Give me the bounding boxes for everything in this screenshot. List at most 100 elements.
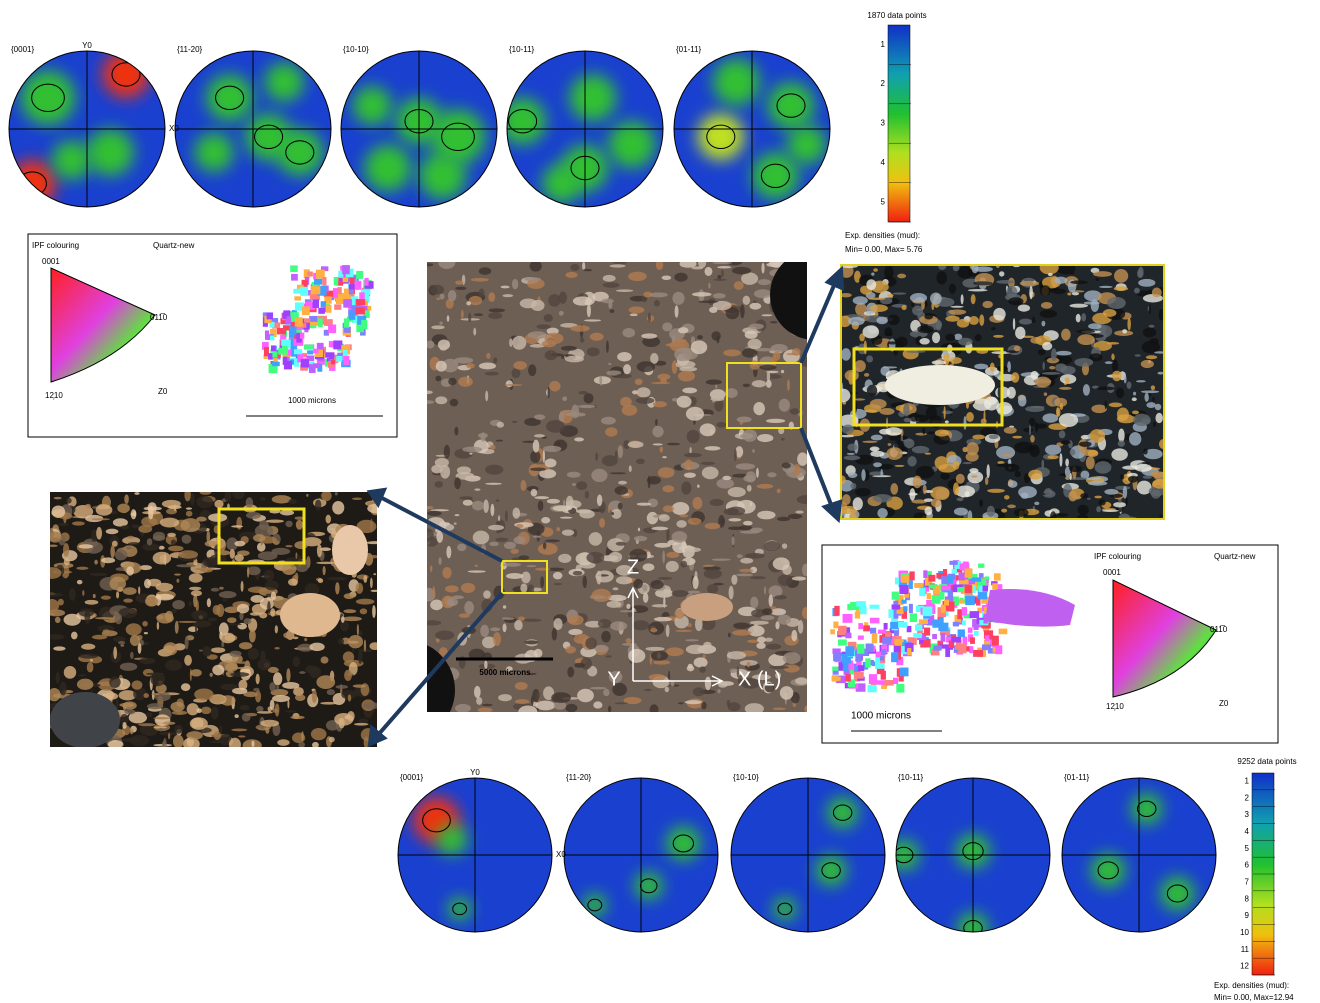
grain	[685, 644, 706, 655]
grain	[1080, 493, 1089, 499]
grain	[677, 370, 696, 382]
grain	[472, 530, 490, 545]
grain-cell	[964, 584, 972, 594]
grain	[966, 412, 974, 422]
grain-cell	[299, 332, 305, 339]
grain	[608, 362, 612, 366]
grain	[770, 605, 776, 610]
grain	[53, 646, 66, 651]
grain	[430, 284, 445, 295]
grain	[481, 636, 496, 649]
grain	[912, 475, 922, 489]
grain	[586, 347, 600, 357]
colorbar-tick: 5	[1245, 844, 1250, 853]
grain	[273, 672, 283, 686]
grain-cell	[300, 286, 309, 296]
grain-cell	[318, 318, 323, 328]
grain-cell	[992, 583, 998, 590]
contour	[31, 83, 65, 112]
grain-map	[830, 560, 1075, 693]
grain-cell	[938, 622, 949, 632]
grain	[649, 292, 668, 298]
grain	[462, 446, 483, 453]
grain	[914, 414, 929, 422]
grain	[235, 661, 250, 664]
grain	[436, 531, 444, 543]
grain	[485, 464, 504, 475]
grain-cell	[855, 654, 862, 662]
grain	[907, 456, 917, 467]
grain-cell	[314, 349, 324, 358]
grain-cell	[954, 560, 962, 569]
grain-cell	[355, 307, 365, 315]
contour	[821, 862, 841, 879]
grain	[589, 686, 607, 690]
grain-cell	[869, 627, 877, 634]
grain	[234, 714, 239, 719]
grain	[952, 265, 960, 272]
grain	[220, 632, 236, 644]
grain	[721, 269, 724, 278]
pole-figure	[1061, 777, 1217, 933]
grain-cell	[983, 630, 994, 639]
contour	[452, 902, 468, 916]
grain-cell	[837, 625, 847, 636]
grain	[518, 555, 530, 560]
grain	[751, 380, 767, 388]
grain	[63, 666, 77, 679]
grain	[582, 268, 593, 272]
grain	[739, 525, 753, 531]
grain	[86, 661, 94, 673]
grain	[614, 450, 618, 459]
grain-cell	[285, 316, 292, 325]
pole-figure	[506, 50, 664, 208]
grain-cell	[991, 581, 998, 586]
contour	[672, 834, 695, 853]
grain	[682, 387, 698, 394]
grain	[642, 584, 648, 592]
grain	[788, 513, 803, 519]
grain	[488, 312, 503, 319]
grain	[457, 543, 467, 552]
colorbar-tick: 8	[1245, 894, 1250, 903]
grain	[541, 436, 547, 439]
grain	[1157, 371, 1164, 375]
grain	[210, 647, 226, 653]
grain	[614, 486, 629, 495]
grain	[641, 333, 658, 339]
grain	[841, 505, 858, 515]
grain-cell	[940, 629, 951, 636]
grain	[1134, 287, 1140, 294]
grain-cell	[838, 660, 846, 671]
grain	[530, 450, 541, 463]
grain	[294, 572, 299, 582]
grain	[439, 346, 448, 351]
grain	[991, 327, 996, 331]
grain	[607, 594, 627, 602]
grain	[1039, 309, 1058, 318]
grain	[338, 717, 345, 729]
grain	[1006, 386, 1016, 399]
grain	[760, 615, 775, 621]
grain-cell	[891, 591, 899, 600]
grain-cell	[305, 301, 315, 310]
grain-cell	[951, 568, 957, 575]
grain	[542, 449, 546, 463]
grain-cell	[271, 322, 281, 329]
grain	[245, 511, 262, 519]
grain	[712, 262, 732, 265]
grain	[619, 610, 638, 613]
grain	[367, 503, 377, 514]
grain	[767, 472, 777, 478]
grain-cell	[325, 304, 332, 313]
grain-cell	[333, 276, 339, 286]
grain	[894, 464, 905, 467]
grain	[1045, 444, 1062, 455]
grain	[1113, 502, 1126, 508]
contour	[776, 93, 806, 118]
grain	[464, 601, 475, 615]
density-blob	[352, 86, 392, 126]
grain	[671, 501, 690, 515]
grain	[678, 702, 684, 705]
grain-cell	[833, 621, 839, 629]
